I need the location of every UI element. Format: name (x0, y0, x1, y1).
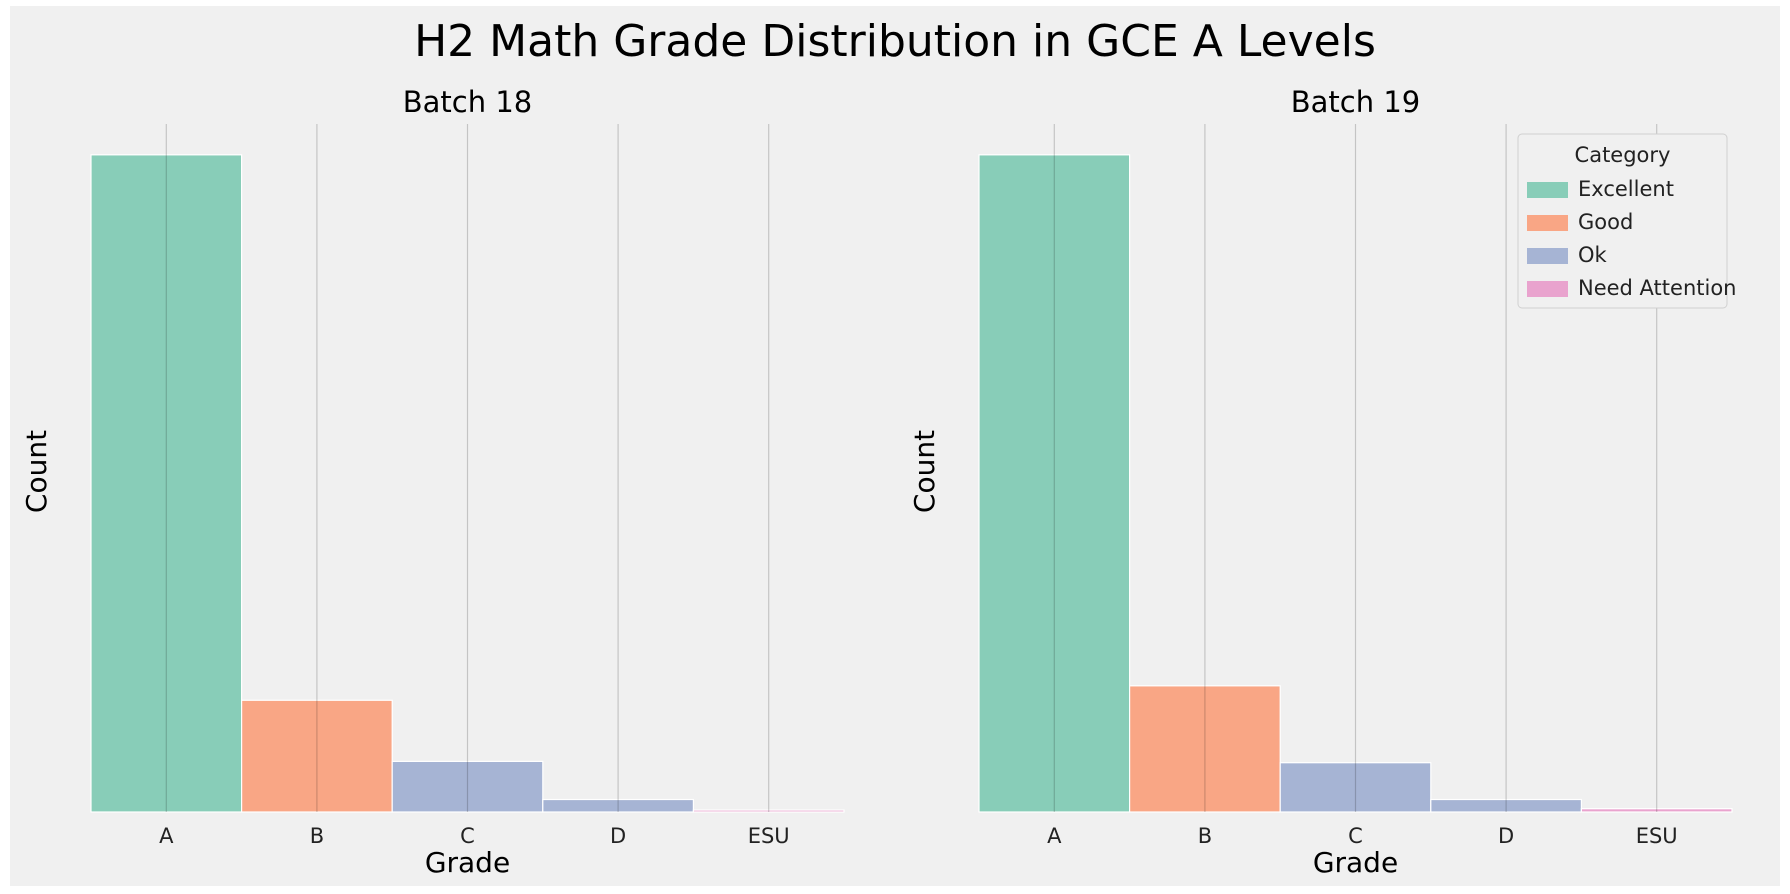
bar-d (542, 798, 694, 813)
x-tick-label: D (610, 824, 626, 848)
x-tick-label: ESU (1636, 824, 1678, 848)
bar-esu (692, 809, 845, 813)
bar-c (1279, 762, 1432, 813)
bar-d (1430, 798, 1583, 813)
bar-b (1128, 685, 1281, 813)
legend-swatch (1527, 215, 1568, 231)
legend-title: Category (1575, 143, 1671, 167)
x-tick-label: B (1198, 824, 1212, 848)
x-tick-label: C (1348, 824, 1363, 848)
legend-swatch (1527, 281, 1568, 297)
legend: Category Excellent Good Ok Need Attention (1517, 133, 1736, 309)
bar-c (391, 760, 544, 813)
x-tick-label: A (159, 824, 174, 848)
legend-label: Ok (1578, 243, 1608, 267)
x-axis-label: Grade (1313, 846, 1398, 879)
x-axis-label: Grade (425, 846, 510, 879)
bar-a (90, 154, 243, 813)
x-tick-label: D (1498, 824, 1514, 848)
legend-label: Need Attention (1578, 276, 1736, 300)
chart-title: H2 Math Grade Distribution in GCE A Leve… (414, 16, 1376, 67)
x-tick-label: B (310, 824, 324, 848)
legend-swatch (1527, 248, 1568, 264)
legend-label: Good (1578, 210, 1633, 234)
x-tick-label: A (1047, 824, 1062, 848)
chart-canvas: H2 Math Grade Distribution in GCE A Leve… (20, 16, 1736, 879)
panel-title: Batch 18 (403, 85, 532, 119)
legend-label: Excellent (1578, 177, 1674, 201)
x-tick-label: C (460, 824, 475, 848)
panel-title: Batch 19 (1291, 85, 1420, 119)
bar-esu (1580, 808, 1733, 813)
x-tick-label: ESU (748, 824, 790, 848)
bar-b (241, 699, 393, 813)
legend-box (1517, 133, 1728, 309)
panel-1: A B C D ESU Batch 18 Grade Count (20, 85, 845, 879)
legend-swatch (1527, 182, 1568, 198)
panel-2: A B C D ESU Batch 19 Grade Count (908, 85, 1733, 879)
chart-figure: H2 Math Grade Distribution in GCE A Leve… (10, 6, 1780, 886)
bar-a (978, 154, 1131, 813)
y-axis-label: Count (908, 430, 941, 513)
y-axis-label: Count (20, 430, 53, 513)
